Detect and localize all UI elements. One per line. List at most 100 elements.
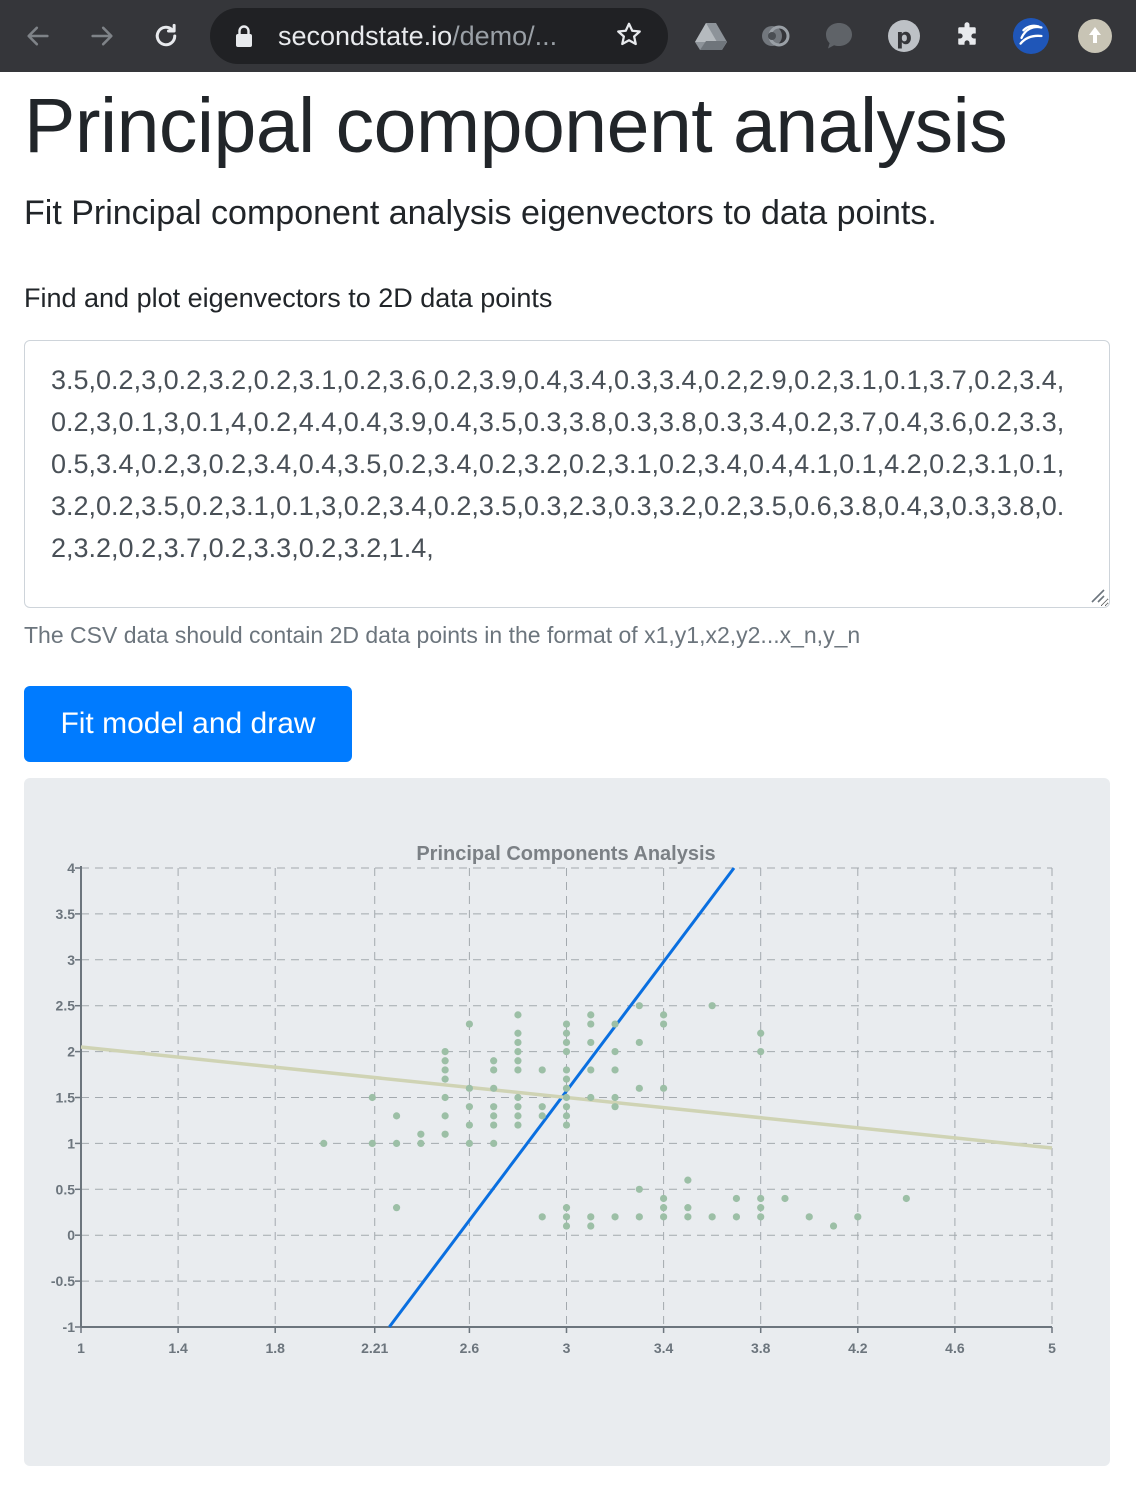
data-point xyxy=(441,1057,449,1065)
data-point xyxy=(587,1020,595,1028)
data-point xyxy=(538,1112,546,1120)
data-point xyxy=(514,1103,522,1111)
data-point xyxy=(514,1066,522,1074)
csv-help-text: The CSV data should contain 2D data poin… xyxy=(24,622,861,648)
profile-avatar-icon[interactable] xyxy=(1076,17,1114,55)
x-tick-label: 3.8 xyxy=(751,1340,771,1356)
data-point xyxy=(538,1066,546,1074)
data-point xyxy=(441,1112,449,1120)
y-tick-label: 2.5 xyxy=(56,998,76,1014)
data-point xyxy=(417,1139,425,1147)
data-point xyxy=(490,1066,498,1074)
data-point xyxy=(490,1112,498,1120)
data-point xyxy=(757,1048,765,1056)
csv-textarea[interactable]: 3.5,0.2,3,0.2,3.2,0.2,3.1,0.2,3.6,0.2,3.… xyxy=(24,340,1110,608)
x-tick-label: 2.6 xyxy=(460,1340,480,1356)
data-point xyxy=(587,1038,595,1047)
data-point xyxy=(514,1112,522,1120)
y-tick-label: 0.5 xyxy=(56,1181,76,1197)
fit-model-button[interactable]: Fit model and draw xyxy=(24,686,352,762)
data-point xyxy=(514,1121,522,1129)
p-extension-icon[interactable]: p xyxy=(885,17,923,55)
y-tick-label: 3 xyxy=(67,952,75,968)
data-point xyxy=(465,1139,473,1147)
page-title: Principal component analysis xyxy=(24,83,1008,169)
data-point xyxy=(562,1029,571,1037)
data-point xyxy=(514,1048,522,1056)
data-point xyxy=(660,1084,668,1092)
chat-bubble-icon[interactable] xyxy=(820,17,858,55)
data-point xyxy=(708,1002,716,1010)
data-point xyxy=(514,1029,522,1037)
chart-axes: 1 1.4 1.8 2.21 2.6 3 3.4 3.8 4.2 4.6 5 4 3.5 3 2.5 2 1.5… xyxy=(51,860,1056,1356)
data-point xyxy=(562,1112,571,1120)
data-point xyxy=(587,1066,595,1074)
data-point xyxy=(441,1066,449,1074)
back-icon[interactable] xyxy=(16,14,60,58)
data-point xyxy=(514,1093,522,1102)
data-point xyxy=(490,1121,498,1129)
x-tick-label: 5 xyxy=(1048,1340,1056,1356)
forward-icon[interactable] xyxy=(80,14,124,58)
csv-label: Find and plot eigenvectors to 2D data po… xyxy=(24,283,553,313)
x-tick-label: 2.21 xyxy=(361,1340,388,1356)
y-tick-label: 3.5 xyxy=(56,906,76,922)
data-point xyxy=(320,1139,328,1147)
data-point xyxy=(514,1011,522,1019)
data-point xyxy=(490,1084,498,1092)
data-point xyxy=(757,1213,765,1221)
extension-eye-icon[interactable] xyxy=(756,17,794,55)
data-point xyxy=(562,1020,571,1028)
y-tick-label: 0 xyxy=(67,1227,75,1243)
data-point xyxy=(757,1204,765,1212)
data-point xyxy=(441,1130,449,1138)
x-tick-label: 3.4 xyxy=(654,1340,674,1356)
data-point xyxy=(587,1093,595,1102)
data-point xyxy=(490,1139,498,1147)
data-point xyxy=(684,1213,692,1221)
lock-icon xyxy=(234,24,254,53)
puzzle-icon[interactable] xyxy=(948,17,986,55)
data-point xyxy=(660,1194,668,1203)
data-point xyxy=(441,1075,449,1083)
data-point xyxy=(587,1222,595,1230)
page-lead: Fit Principal component analysis eigenve… xyxy=(24,194,937,232)
data-point xyxy=(562,1121,571,1129)
data-point xyxy=(732,1213,741,1221)
data-point xyxy=(684,1204,692,1212)
data-point xyxy=(635,1213,643,1221)
star-icon[interactable] xyxy=(614,20,644,55)
data-point xyxy=(635,1185,643,1193)
data-point xyxy=(538,1103,546,1111)
data-point xyxy=(490,1057,498,1065)
data-point xyxy=(441,1048,449,1056)
data-point xyxy=(611,1093,619,1102)
data-point xyxy=(732,1194,741,1203)
data-point xyxy=(902,1194,910,1203)
data-point xyxy=(562,1103,571,1111)
browser-toolbar: secondstate.io/demo/... p xyxy=(0,0,1136,72)
data-point xyxy=(708,1213,716,1221)
data-point xyxy=(465,1121,473,1129)
textarea-resize-handle[interactable] xyxy=(1088,586,1106,604)
address-bar[interactable]: secondstate.io/demo/... xyxy=(210,8,668,64)
y-tick-label: -0.5 xyxy=(51,1273,75,1289)
drive-icon[interactable] xyxy=(692,17,730,55)
reload-icon[interactable] xyxy=(144,14,188,58)
x-tick-label: 1 xyxy=(77,1340,85,1356)
data-point xyxy=(660,1213,668,1221)
data-point xyxy=(562,1084,571,1092)
data-point xyxy=(562,1222,571,1230)
x-tick-label: 3 xyxy=(563,1340,571,1356)
data-point xyxy=(611,1103,619,1111)
secondstate-icon[interactable] xyxy=(1012,17,1050,55)
data-point xyxy=(417,1130,425,1138)
data-point xyxy=(490,1103,498,1111)
data-point xyxy=(392,1204,401,1212)
data-point xyxy=(635,1038,643,1047)
y-tick-label: 1.5 xyxy=(56,1090,76,1106)
data-point xyxy=(757,1194,765,1203)
y-tick-label: 2 xyxy=(67,1044,75,1060)
data-point xyxy=(660,1020,668,1028)
url-path: /demo/... xyxy=(452,21,558,51)
